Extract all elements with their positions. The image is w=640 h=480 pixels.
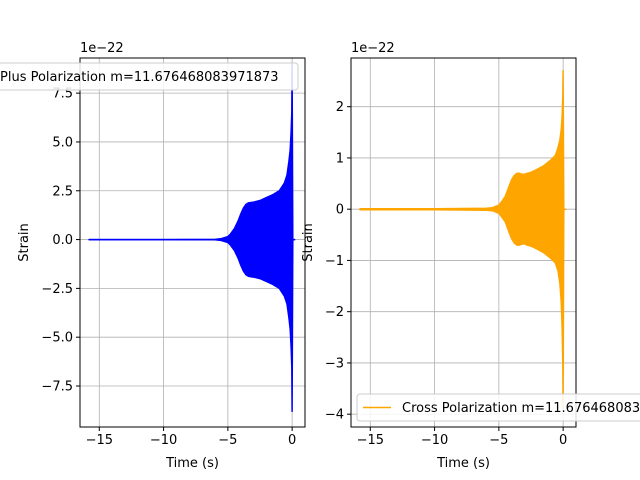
y-tick-label: 5.0 xyxy=(52,135,73,150)
y-tick-label: −4 xyxy=(325,408,344,423)
x-axis-label: Time (s) xyxy=(436,456,490,471)
x-tick-label: −15 xyxy=(86,433,113,448)
axes-frame xyxy=(79,57,306,428)
y-offset-label: 1e−22 xyxy=(80,41,124,56)
x-tick-label: −15 xyxy=(357,433,384,448)
legend-label: Plus Polarization m=11.676468083971873 xyxy=(0,70,279,85)
y-tick-label: 0.0 xyxy=(52,233,73,248)
y-tick-label: 1 xyxy=(336,151,344,166)
legend: Cross Polarization m=11.676468083971873 xyxy=(356,393,640,422)
y-tick-label: −7.5 xyxy=(41,380,73,395)
y-tick-label: −2 xyxy=(325,305,344,320)
y-tick-label: −5.0 xyxy=(41,331,73,346)
x-tick-label: −5 xyxy=(489,433,508,448)
series-group xyxy=(88,63,296,413)
x-axis-label: Time (s) xyxy=(165,456,219,471)
x-tick-label: −10 xyxy=(421,433,448,448)
x-tick-label: 0 xyxy=(559,433,567,448)
y-tick-label: −3 xyxy=(325,356,344,371)
legend-box xyxy=(356,393,640,422)
x-tick-label: −5 xyxy=(218,433,237,448)
y-tick-label: 2.5 xyxy=(52,184,73,199)
y-axis-label: Strain xyxy=(301,223,316,262)
x-tick-label: −10 xyxy=(150,433,177,448)
axes-frame xyxy=(350,57,577,428)
legend: Plus Polarization m=11.676468083971873 xyxy=(0,62,299,91)
legend-box xyxy=(0,62,299,91)
y-tick-label: −1 xyxy=(325,254,344,269)
y-tick-label: 0 xyxy=(336,203,344,218)
y-offset-label: 1e−22 xyxy=(351,41,395,56)
series-group xyxy=(359,70,567,410)
y-axis-label: Strain xyxy=(17,223,32,262)
x-tick-label: 0 xyxy=(288,433,296,448)
y-tick-label: 2 xyxy=(336,100,344,115)
legend-label: Cross Polarization m=11.676468083971873 xyxy=(402,401,640,416)
y-tick-label: −2.5 xyxy=(41,282,73,297)
